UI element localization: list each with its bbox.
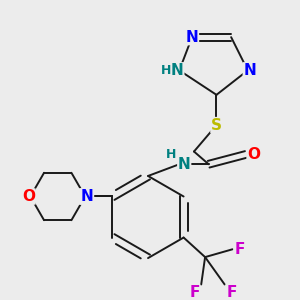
Text: N: N [79, 189, 92, 204]
Text: F: F [189, 285, 200, 300]
Text: N: N [171, 63, 184, 78]
Text: O: O [247, 147, 260, 162]
Text: H: H [166, 148, 177, 161]
Text: F: F [226, 285, 237, 300]
Text: H: H [160, 64, 171, 77]
Text: N: N [243, 63, 256, 78]
Text: S: S [211, 118, 222, 133]
Text: N: N [186, 30, 198, 45]
Text: O: O [22, 189, 35, 204]
Text: N: N [81, 189, 93, 204]
Text: F: F [234, 242, 244, 257]
Text: N: N [178, 157, 190, 172]
